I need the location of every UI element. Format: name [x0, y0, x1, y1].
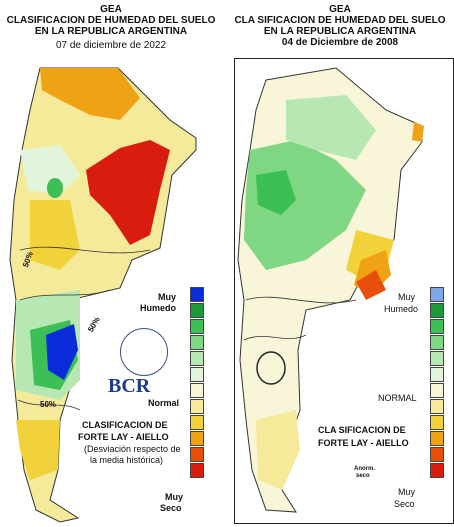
left-legend-cell [190, 463, 204, 478]
right-legend-mid: NORMAL [378, 393, 417, 403]
left-method-title1: CLASIFICACION DE [82, 420, 168, 430]
right-anom-label1: Anorm. [354, 466, 375, 472]
right-legend-cell [430, 335, 444, 350]
left-legend-cell [190, 319, 204, 334]
right-map [237, 67, 424, 513]
right-method-title2: FORTE LAY - AIELLO [318, 438, 409, 448]
right-legend-bot2: Seco [394, 499, 415, 509]
right-anom-label2: seco [356, 473, 370, 479]
left-zone-red [86, 140, 170, 245]
left-header-line1: GEA [100, 4, 122, 15]
right-legend-bot1: Muy [398, 487, 416, 497]
right-header-date: 04 de Diciembre de 2008 [281, 37, 399, 48]
right-zone-green-dark [256, 170, 296, 215]
right-method-title1: CLA SIFICACION DE [318, 425, 406, 435]
left-map [9, 67, 197, 523]
left-header-date: 07 de diciembre de 2022 [55, 40, 167, 51]
left-method-title2: FORTE LAY - AIELLO [78, 432, 169, 442]
left-zone-blue [46, 324, 78, 380]
right-legend-cell [430, 463, 444, 478]
right-header-line2: CLA SIFICACION DE HUMEDAD DEL SUELO [234, 15, 446, 26]
left-legend-cell [190, 367, 204, 382]
left-legend-bot2: Seco [160, 503, 182, 513]
right-legend-cell [430, 303, 444, 318]
right-header-line1: GEA [329, 4, 351, 15]
left-zone-yellow-south [16, 420, 60, 480]
left-zone-yellow [30, 200, 80, 270]
right-header-line3: EN LA REPUBLICA ARGENTINA [263, 26, 417, 37]
right-legend-cell [430, 431, 444, 446]
left-legend-cell [190, 431, 204, 446]
left-legend-top1: Muy [158, 292, 176, 302]
right-legend-top1: Muy [398, 292, 416, 302]
left-legend-bot1: Muy [165, 492, 183, 502]
left-legend-cell [190, 335, 204, 350]
left-legend-mid: Normal [148, 398, 180, 408]
right-zone-light-green [286, 95, 376, 160]
left-method-note2: la media histórica) [90, 455, 164, 465]
left-legend-cell [190, 383, 204, 398]
left-legend-cell [190, 287, 204, 302]
right-legend-cell [430, 447, 444, 462]
left-map-panel: GEA CLASIFICACION DE HUMEDAD DEL SUELO E… [0, 0, 222, 527]
bcr-logo-text: BCR [108, 375, 151, 397]
left-legend [190, 287, 204, 479]
right-header: GEA CLA SIFICACION DE HUMEDAD DEL SUELO … [226, 4, 454, 48]
left-legend-top2: Humedo [140, 303, 176, 313]
right-legend [430, 287, 444, 479]
left-zone-orange-north [40, 68, 140, 120]
right-legend-cell [430, 399, 444, 414]
left-zone-light [20, 145, 80, 195]
left-header-line3: EN LA REPUBLICA ARGENTINA [34, 26, 188, 37]
right-legend-cell [430, 367, 444, 382]
right-legend-cell [430, 383, 444, 398]
left-legend-cell [190, 447, 204, 462]
right-map-panel: GEA CLA SIFICACION DE HUMEDAD DEL SUELO … [226, 0, 454, 527]
right-zone-orange-ne [412, 122, 424, 142]
right-contour-oval [256, 351, 286, 385]
left-header-line2: CLASIFICACION DE HUMEDAD DEL SUELO [6, 15, 216, 26]
left-method-note1: (Desviación respecto de [84, 444, 181, 454]
right-zone-yellow-south [256, 410, 300, 490]
left-legend-cell [190, 415, 204, 430]
right-legend-cell [430, 415, 444, 430]
left-contour-label: 50% [40, 400, 57, 409]
right-zone-red [356, 270, 386, 300]
left-legend-cell [190, 303, 204, 318]
left-zone-green-spot [47, 178, 63, 198]
right-legend-cell [430, 287, 444, 302]
bcr-seal-icon [120, 328, 168, 376]
right-legend-top2: Humedo [384, 304, 419, 314]
left-header: GEA CLASIFICACION DE HUMEDAD DEL SUELO E… [0, 4, 222, 51]
left-legend-cell [190, 399, 204, 414]
right-legend-cell [430, 319, 444, 334]
left-legend-cell [190, 351, 204, 366]
right-legend-cell [430, 351, 444, 366]
